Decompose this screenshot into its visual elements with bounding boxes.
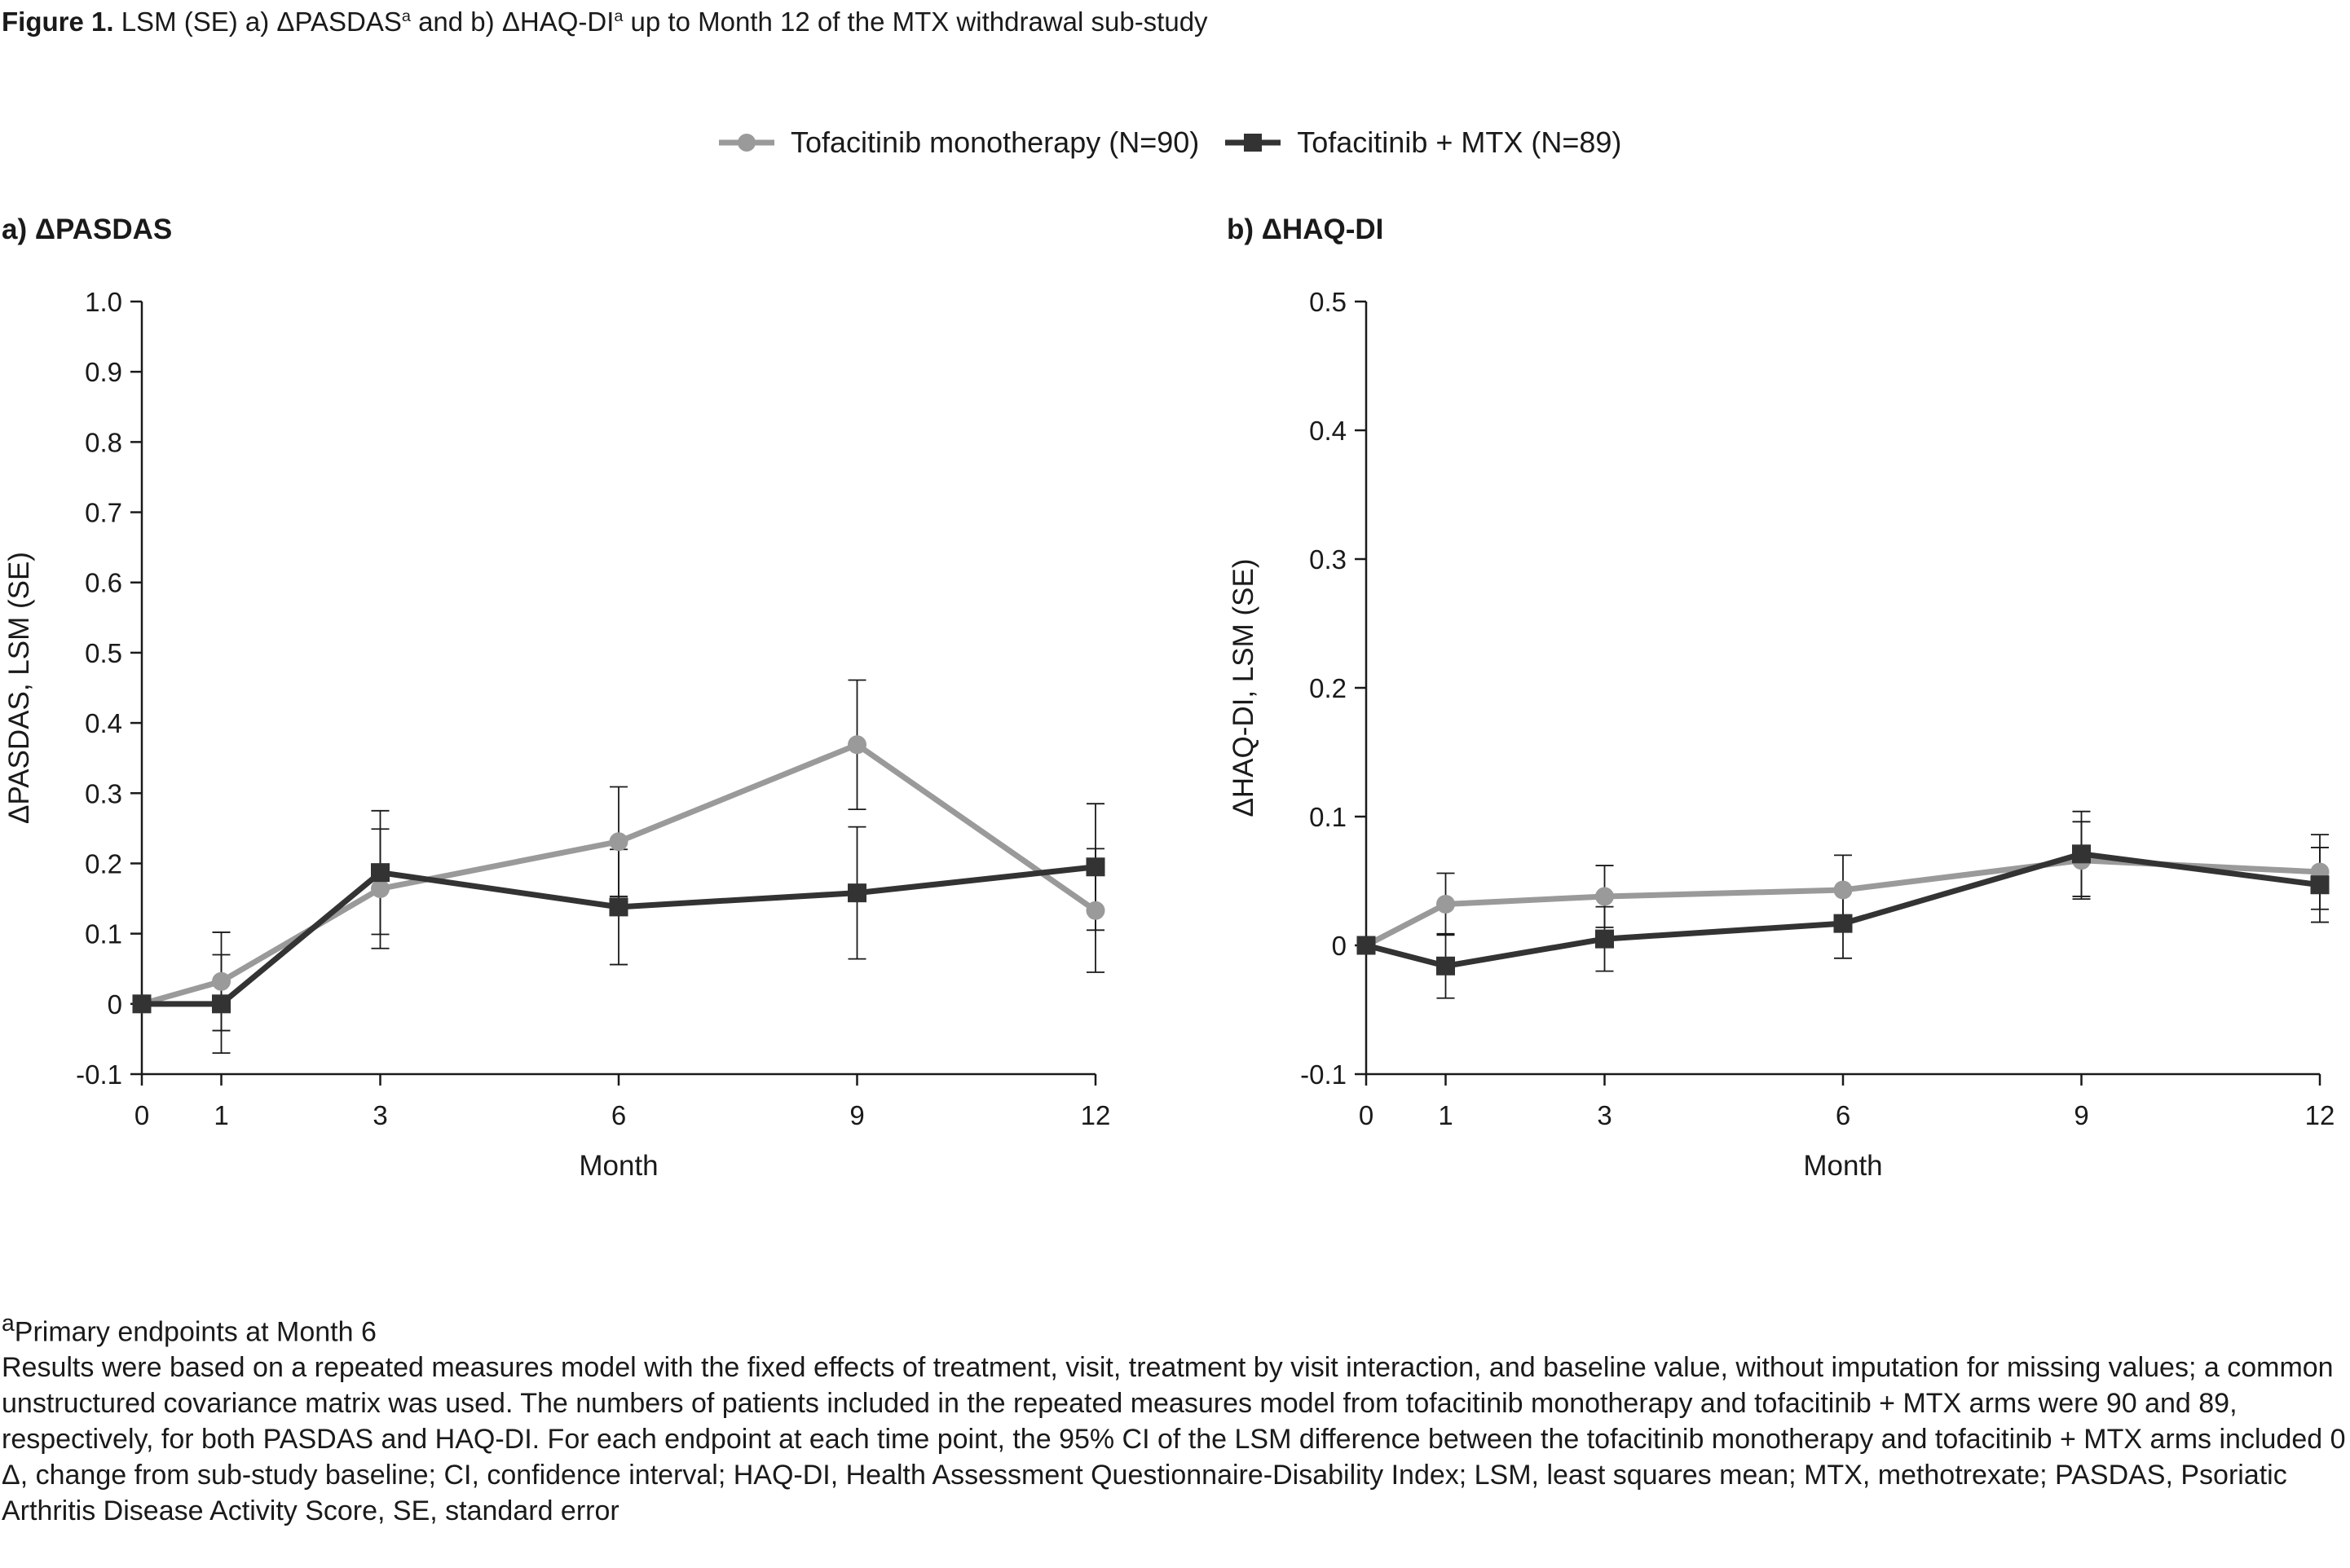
x-tick-label: 3 (1597, 1100, 1611, 1130)
series-line-monotherapy (141, 742, 1097, 1007)
x-axis-label: Month (579, 1150, 658, 1182)
y-tick-label: 0.1 (1309, 802, 1347, 832)
y-tick-label: 0.2 (85, 848, 122, 879)
legend-item-mtx: Tofacitinib + MTX (N=89) (1223, 126, 1621, 160)
y-axis-label: ΔHAQ-DI, LSM (SE) (1228, 558, 1259, 817)
data-point-mtx (1833, 914, 1853, 933)
series-line-mtx (142, 864, 1096, 1007)
figure-title-part: LSM (SE) a) ΔPASDAS (113, 7, 402, 37)
data-point-mtx (1356, 936, 1376, 955)
y-tick-label: 0.5 (1309, 287, 1347, 317)
footnotes: aPrimary endpoints at Month 6 Results we… (2, 1306, 2348, 1529)
data-point-mtx (1436, 956, 1455, 976)
y-tick-label: 0 (108, 989, 122, 1020)
data-point-monotherapy (609, 832, 628, 852)
x-tick-label: 9 (849, 1100, 864, 1130)
data-point-mtx (609, 897, 628, 917)
y-axis-label: ΔPASDAS, LSM (SE) (3, 552, 35, 824)
x-tick-label: 1 (1438, 1100, 1453, 1130)
y-tick-label: 0.4 (1309, 416, 1347, 446)
footnote-methods: Results were based on a repeated measure… (2, 1352, 2346, 1456)
legend-line-square-icon (1225, 134, 1281, 152)
footnote-primary-text: Primary endpoints at Month 6 (14, 1316, 377, 1348)
figure-title-part: up to Month 12 of the MTX withdrawal sub… (623, 7, 1208, 37)
panel-a-title: a) ΔPASDAS (2, 214, 173, 245)
legend-line-circle-icon (719, 134, 774, 152)
footnote-primary: aPrimary endpoints at Month 6 (2, 1306, 2348, 1350)
x-axis-label: Month (1803, 1150, 1882, 1182)
data-point-mtx (212, 994, 231, 1014)
figure-title: Figure 1. LSM (SE) a) ΔPASDASa and b) ΔH… (2, 7, 1208, 37)
data-point-monotherapy (371, 879, 390, 898)
data-point-monotherapy (1833, 880, 1853, 900)
footnote-superscript: a (2, 1310, 15, 1337)
chart-legend: Tofacitinib monotherapy (N=90) Tofacitin… (717, 122, 1646, 163)
data-point-monotherapy (848, 735, 866, 755)
data-point-mtx (1595, 929, 1614, 949)
data-point-monotherapy (1436, 894, 1455, 914)
y-tick-label: 0.8 (85, 427, 122, 457)
figure-title-superscript: a (401, 7, 411, 25)
panel-b-title: b) ΔHAQ-DI (1227, 214, 1384, 245)
y-tick-label: 0.9 (85, 357, 122, 387)
x-tick-label: 12 (1081, 1100, 1111, 1130)
data-point-mtx (848, 883, 866, 903)
data-point-mtx (2310, 875, 2330, 895)
y-tick-label: 1.0 (85, 287, 122, 317)
y-tick-label: 0.3 (1309, 544, 1347, 575)
data-point-monotherapy (1595, 887, 1614, 906)
x-tick-label: 12 (2305, 1100, 2335, 1130)
footnote-abbreviations: Δ, change from sub-study baseline; CI, c… (2, 1460, 2287, 1527)
y-tick-label: -0.1 (76, 1059, 122, 1090)
y-tick-label: 0.5 (85, 638, 122, 668)
y-tick-label: 0.4 (85, 708, 122, 738)
y-tick-label: 0.1 (85, 919, 122, 949)
legend-label-mtx: Tofacitinib + MTX (N=89) (1297, 126, 1622, 159)
x-tick-label: 9 (2074, 1100, 2088, 1130)
x-tick-label: 3 (373, 1100, 387, 1130)
series-line-monotherapy (1365, 857, 2321, 949)
x-tick-label: 6 (1836, 1100, 1850, 1130)
figure-title-superscript: a (614, 7, 624, 25)
data-point-mtx (2072, 844, 2091, 864)
y-tick-label: 0.7 (85, 498, 122, 528)
x-tick-label: 0 (134, 1100, 149, 1130)
y-tick-label: 0 (1332, 931, 1347, 961)
data-point-mtx (371, 863, 390, 883)
legend-label-monotherapy: Tofacitinib monotherapy (N=90) (791, 126, 1200, 159)
data-point-monotherapy (212, 971, 231, 991)
x-tick-label: 1 (214, 1100, 228, 1130)
y-tick-label: 0.6 (85, 568, 122, 598)
figure-title-part: and b) ΔHAQ-DI (410, 7, 615, 37)
y-tick-label: 0.2 (1309, 673, 1347, 703)
series-line-mtx (1365, 851, 2321, 969)
data-point-mtx (132, 994, 152, 1014)
figure-label: Figure 1. (2, 7, 114, 37)
chart-panel-a: -0.1 0 0.1 0.2 0.3 0.4 0.5 0.6 0.7 0.8 0.9 1.0 0 1 3 6 9… (3, 287, 1111, 1182)
x-tick-label: 6 (611, 1100, 626, 1130)
data-point-mtx (1086, 857, 1105, 877)
data-point-monotherapy (1086, 901, 1105, 920)
chart-panel-b: -0.1 0 0.1 0.2 0.3 0.4 0.5 0 1 3 6 9 12 Month ΔHAQ-DI,… (1228, 287, 2335, 1182)
x-tick-label: 0 (1359, 1100, 1373, 1130)
y-tick-label: 0.3 (85, 778, 122, 808)
legend-item-monotherapy: Tofacitinib monotherapy (N=90) (717, 126, 1199, 160)
y-tick-label: -0.1 (1300, 1059, 1347, 1090)
